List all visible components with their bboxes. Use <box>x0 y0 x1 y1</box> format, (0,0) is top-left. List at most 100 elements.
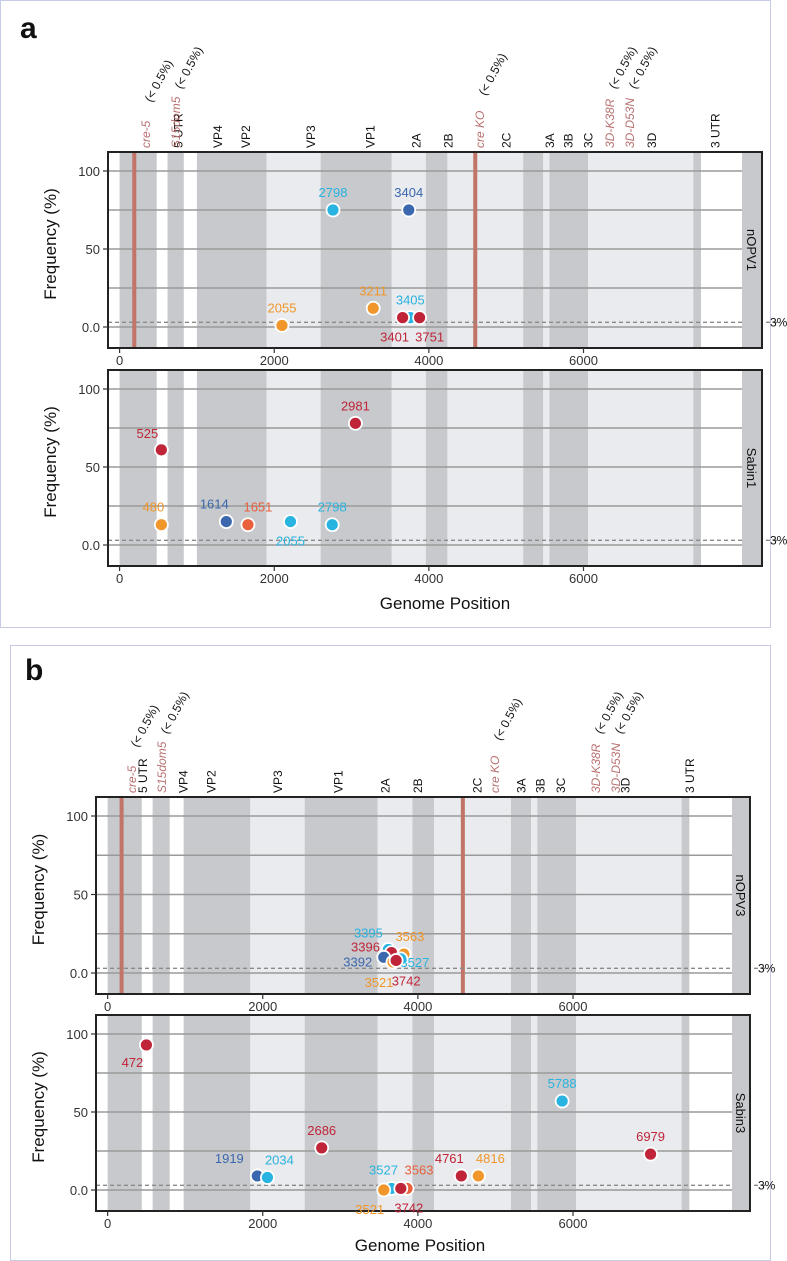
data-point-label: 3563 <box>395 929 424 944</box>
data-point-label: 3742 <box>392 973 421 988</box>
genome-region-band <box>196 152 267 348</box>
genome-region-band <box>425 370 448 566</box>
genome-region-band <box>510 797 532 994</box>
marker-label: cre-5 <box>139 120 153 148</box>
data-point <box>348 415 363 431</box>
data-point <box>240 517 256 533</box>
data-point-label: 2798 <box>318 500 347 515</box>
region-label: 3 UTR <box>709 113 723 148</box>
threshold-label: 3% <box>770 533 787 547</box>
region-label: 3 UTR <box>683 758 697 793</box>
panel-a: a 5 UTR VP4 VP2 VP3 VP1 2A 2B 2C 3A 3B 3C 3D 3 UTR cr… <box>0 0 787 628</box>
cre-marker-line <box>132 152 137 348</box>
region-label: VP2 <box>239 125 253 148</box>
facet-frame <box>107 151 763 349</box>
facet-strip-label: nOPV1 <box>744 229 759 271</box>
marker-annotation: (< 0.5%) <box>476 51 510 98</box>
genome-region-band <box>107 797 142 994</box>
genome-region-band <box>304 1015 378 1211</box>
marker-annotation: (< 0.5%) <box>491 696 525 743</box>
facet-nopv1: 3% nOPV1 100 50 0.0 Frequency (%) 2798 3404 2055… <box>41 151 787 368</box>
data-point <box>139 1037 154 1053</box>
threshold-label: 3% <box>758 961 776 975</box>
y-tick-label: 0.0 <box>82 538 100 553</box>
marker-label: 3D-K38R <box>603 98 617 148</box>
y-tick-label: 100 <box>78 382 100 397</box>
data-point-label: 3404 <box>394 185 423 200</box>
genome-region-band <box>107 1015 142 1211</box>
facet-frame <box>95 796 751 995</box>
facet-frame <box>95 1014 751 1212</box>
x-tick-label: 4000 <box>414 571 443 586</box>
y-axis-title: Frequency (%) <box>41 188 60 299</box>
data-point-label: 1614 <box>200 497 229 512</box>
genome-region-band <box>434 797 511 994</box>
region-label: 2A <box>410 133 424 148</box>
data-point <box>554 1093 570 1109</box>
data-point <box>401 202 417 218</box>
panel-a-x-axis-title: Genome Position <box>380 594 510 613</box>
region-label: 3B <box>534 778 548 793</box>
y-tick-label: 100 <box>66 809 88 824</box>
facet-strip <box>742 152 762 348</box>
panel-b-x-axis: Genome Position 0 2000 4000 6000 <box>104 1211 587 1255</box>
data-point-label: 3521 <box>365 975 394 990</box>
marker-label: 3D-D53N <box>623 98 637 148</box>
x-tick-label: 6000 <box>569 571 598 586</box>
y-tick-label: 50 <box>74 1105 88 1120</box>
region-label: VP1 <box>331 770 345 793</box>
x-tick-label: 4000 <box>403 999 432 1014</box>
y-tick-label: 100 <box>78 164 100 179</box>
data-point-label: 3392 <box>343 954 372 969</box>
data-point-label: 2034 <box>265 1153 294 1168</box>
genome-region-band <box>531 1015 538 1211</box>
panel-a-header: 5 UTR VP4 VP2 VP3 VP1 2A 2B 2C 3A 3B 3C 3D 3 UTR cre-… <box>139 44 723 148</box>
region-label: VP3 <box>271 770 285 793</box>
y-axis-title: Frequency (%) <box>41 406 60 517</box>
data-point <box>470 1168 486 1184</box>
genome-region-band <box>447 152 524 348</box>
x-tick-label: 2000 <box>248 1216 277 1231</box>
facet-sabin1: 3% Sabin1 100 50 0.0 Frequency (%) 2981 525 480 1… <box>41 369 787 567</box>
data-point-label: 472 <box>122 1055 144 1070</box>
marker-label: cre KO <box>488 756 502 793</box>
y-tick-label: 50 <box>86 242 100 257</box>
data-point <box>324 517 340 533</box>
genome-region-band <box>537 797 577 994</box>
facet-sabin3: 3% Sabin3 100 50 0.0 Frequency (%) 472 2686 5788… <box>29 1014 776 1217</box>
region-label: VP2 <box>205 770 219 793</box>
genome-region-band <box>377 1015 413 1211</box>
genome-region-band <box>167 152 184 348</box>
genome-region-band <box>681 1015 690 1211</box>
y-axis-title: Frequency (%) <box>29 1051 48 1162</box>
marker-annotation: (< 0.5%) <box>172 44 206 91</box>
region-label: VP3 <box>304 125 318 148</box>
genome-region-band <box>549 152 589 348</box>
data-point <box>388 953 404 968</box>
region-label: 3B <box>562 133 576 148</box>
x-tick-label: 0 <box>116 353 123 368</box>
data-point-label: 3521 <box>355 1202 384 1217</box>
data-point <box>376 1182 392 1198</box>
panel-b-header: 5 UTR VP4 VP2 VP3 VP1 2A 2B 2C 3A 3B 3C 3D 3 UTR cre-… <box>125 689 697 793</box>
facet-frame <box>107 369 763 567</box>
panel-b: b 5 UTR VP4 VP2 VP3 VP1 2A 2B 2C 3A 3B 3C 3D 3 UTR cr… <box>10 645 776 1261</box>
x-tick-label: 4000 <box>414 353 443 368</box>
data-point-label: 3742 <box>394 1200 423 1215</box>
genome-region-band <box>412 797 435 994</box>
data-point-label: 3396 <box>351 940 380 955</box>
data-point <box>643 1146 658 1162</box>
genome-region-band <box>320 152 392 348</box>
marker-annotation: (< 0.5%) <box>158 689 192 736</box>
region-label: VP4 <box>211 125 225 148</box>
region-label: VP1 <box>363 125 377 148</box>
region-label: 2C <box>470 777 484 793</box>
data-point <box>283 514 298 529</box>
threshold-label: 3% <box>770 315 787 329</box>
data-point-label: 3563 <box>405 1162 434 1177</box>
genome-region-band <box>588 152 694 348</box>
region-label: 3A <box>543 133 557 148</box>
data-point <box>365 300 381 316</box>
genome-region-band <box>152 797 170 994</box>
